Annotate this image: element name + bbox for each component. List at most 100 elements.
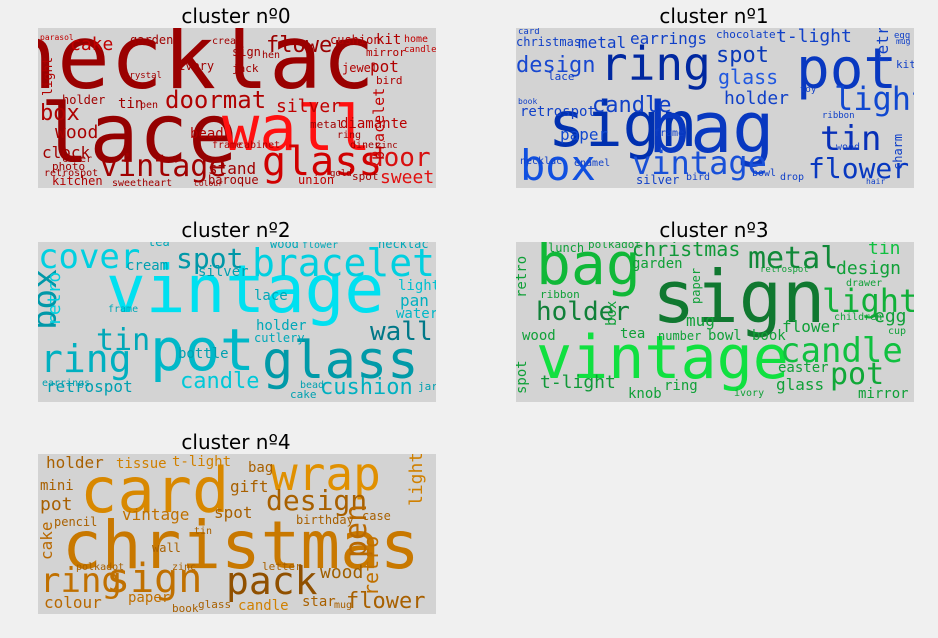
word-tin: tin bbox=[820, 119, 881, 159]
word-doormat: doormat bbox=[165, 86, 266, 114]
word-union: union bbox=[298, 173, 334, 187]
word-cover: cover bbox=[38, 242, 140, 277]
word-wood: wood bbox=[55, 122, 98, 143]
word-gold: gold bbox=[330, 169, 352, 179]
word-sweetheart: sweetheart bbox=[112, 178, 172, 188]
word-retrospot: retrospot bbox=[760, 265, 809, 275]
word-frame: frame bbox=[212, 140, 242, 151]
word-birthday: birthday bbox=[296, 513, 354, 527]
word-mug: mug bbox=[686, 311, 715, 330]
word-water: water bbox=[396, 306, 436, 322]
word-flower: flower bbox=[346, 589, 425, 614]
word-necklac: necklac bbox=[38, 28, 375, 109]
word-pot: pot bbox=[370, 57, 399, 76]
word-necklac: necklac bbox=[520, 156, 562, 167]
word-diner: diner bbox=[350, 140, 380, 151]
cluster-2-title: cluster nº2 bbox=[181, 218, 291, 242]
word-wood: wood bbox=[522, 328, 556, 344]
word-retrospot: retrospot bbox=[520, 104, 596, 120]
word-glass: glass bbox=[718, 65, 778, 89]
word-pan: pan bbox=[400, 291, 429, 310]
word-ivory: ivory bbox=[178, 59, 214, 73]
word-spot: spot bbox=[716, 43, 769, 68]
word-t-light: t-light bbox=[540, 372, 616, 393]
word-box: box bbox=[40, 101, 80, 126]
cluster-1-title: cluster nº1 bbox=[659, 4, 769, 28]
word-cake: cake bbox=[38, 521, 56, 560]
word-baroque: baroque bbox=[208, 173, 259, 187]
word-retro: retro bbox=[359, 536, 383, 596]
word-cake: cake bbox=[70, 34, 113, 55]
word-flower: flower bbox=[782, 317, 840, 336]
word-wood: wood bbox=[836, 142, 860, 153]
word-tin: tin bbox=[194, 526, 212, 537]
word-mini: mini bbox=[40, 478, 74, 494]
word-jar: jar bbox=[418, 380, 436, 393]
word-light: light bbox=[822, 282, 914, 320]
word-bag: bag bbox=[536, 242, 641, 298]
word-retrospot: retrospot bbox=[44, 168, 98, 179]
word-kit: kit bbox=[376, 32, 401, 48]
word-spot: spot bbox=[214, 503, 253, 522]
word-t-light: t-light bbox=[172, 454, 231, 470]
cluster-3-title: cluster nº3 bbox=[659, 218, 769, 242]
word-easter: easter bbox=[778, 360, 829, 376]
word-crystal: crystal bbox=[124, 71, 162, 81]
word-charm: charm bbox=[891, 134, 905, 170]
word-flower: flower bbox=[266, 33, 345, 58]
word-wood: wood bbox=[270, 242, 299, 251]
word-lace: lace bbox=[254, 288, 288, 304]
cluster-0-wordcloud: necklac lace wall glass vintage doormat flower… bbox=[38, 28, 436, 188]
word-wall: wall bbox=[370, 317, 433, 347]
word-pot: pot bbox=[830, 357, 884, 392]
word-flower: flower bbox=[808, 152, 909, 185]
word-wall: wall bbox=[152, 541, 181, 555]
word-bowl: bowl bbox=[752, 168, 776, 179]
word-children: children bbox=[834, 312, 882, 323]
word-glass: glass bbox=[262, 139, 382, 185]
word-box: box bbox=[604, 301, 620, 326]
word-ring: ring bbox=[40, 337, 132, 381]
word-clock: clock bbox=[42, 143, 91, 162]
word-home: home bbox=[404, 34, 428, 45]
word-glass: glass bbox=[198, 598, 231, 611]
word-candle: candle bbox=[180, 369, 259, 394]
word-t-light: t-light bbox=[776, 28, 852, 47]
word-ring: ring bbox=[40, 561, 122, 601]
word-ivory: ivory bbox=[734, 388, 764, 399]
word-pen: pen bbox=[140, 100, 158, 111]
word-bracelet: bracelet bbox=[370, 88, 388, 160]
word-zinc: zinc bbox=[172, 562, 196, 573]
word-case: case bbox=[362, 509, 391, 523]
word-pencil: pencil bbox=[54, 515, 97, 529]
word-bead: bead bbox=[300, 380, 324, 391]
word-mug: mug bbox=[334, 600, 352, 611]
word-metal: metal bbox=[310, 118, 343, 131]
word-design: design bbox=[516, 53, 595, 78]
word-chocolate: chocolate bbox=[716, 28, 776, 41]
word-vintage: vintage bbox=[536, 323, 789, 393]
word-retro: retro bbox=[44, 272, 65, 326]
word-box: box bbox=[38, 269, 65, 330]
word-box: box bbox=[520, 141, 596, 188]
word-vintage: vintage bbox=[100, 149, 226, 184]
word-bird: bird bbox=[376, 74, 403, 87]
word-pack: pack bbox=[226, 559, 318, 603]
word-candle: candle bbox=[780, 331, 903, 371]
word-ribbon: ribbon bbox=[540, 288, 580, 301]
word-card: card bbox=[80, 454, 229, 527]
word-holder: holder bbox=[256, 318, 307, 334]
word-paper: paper bbox=[560, 125, 609, 144]
word-holder: holder bbox=[536, 297, 630, 327]
word-holder: holder bbox=[46, 454, 104, 472]
word-cup: cup bbox=[888, 326, 906, 337]
word-kitchen: kitchen bbox=[52, 174, 103, 188]
word-spot: spot bbox=[352, 170, 379, 183]
word-lace: lace bbox=[548, 70, 575, 83]
word-christmas: christmas bbox=[632, 242, 740, 261]
word-bird: bird bbox=[686, 172, 710, 183]
word-spot: spot bbox=[516, 360, 530, 394]
word-tissue: tissue bbox=[116, 456, 167, 472]
